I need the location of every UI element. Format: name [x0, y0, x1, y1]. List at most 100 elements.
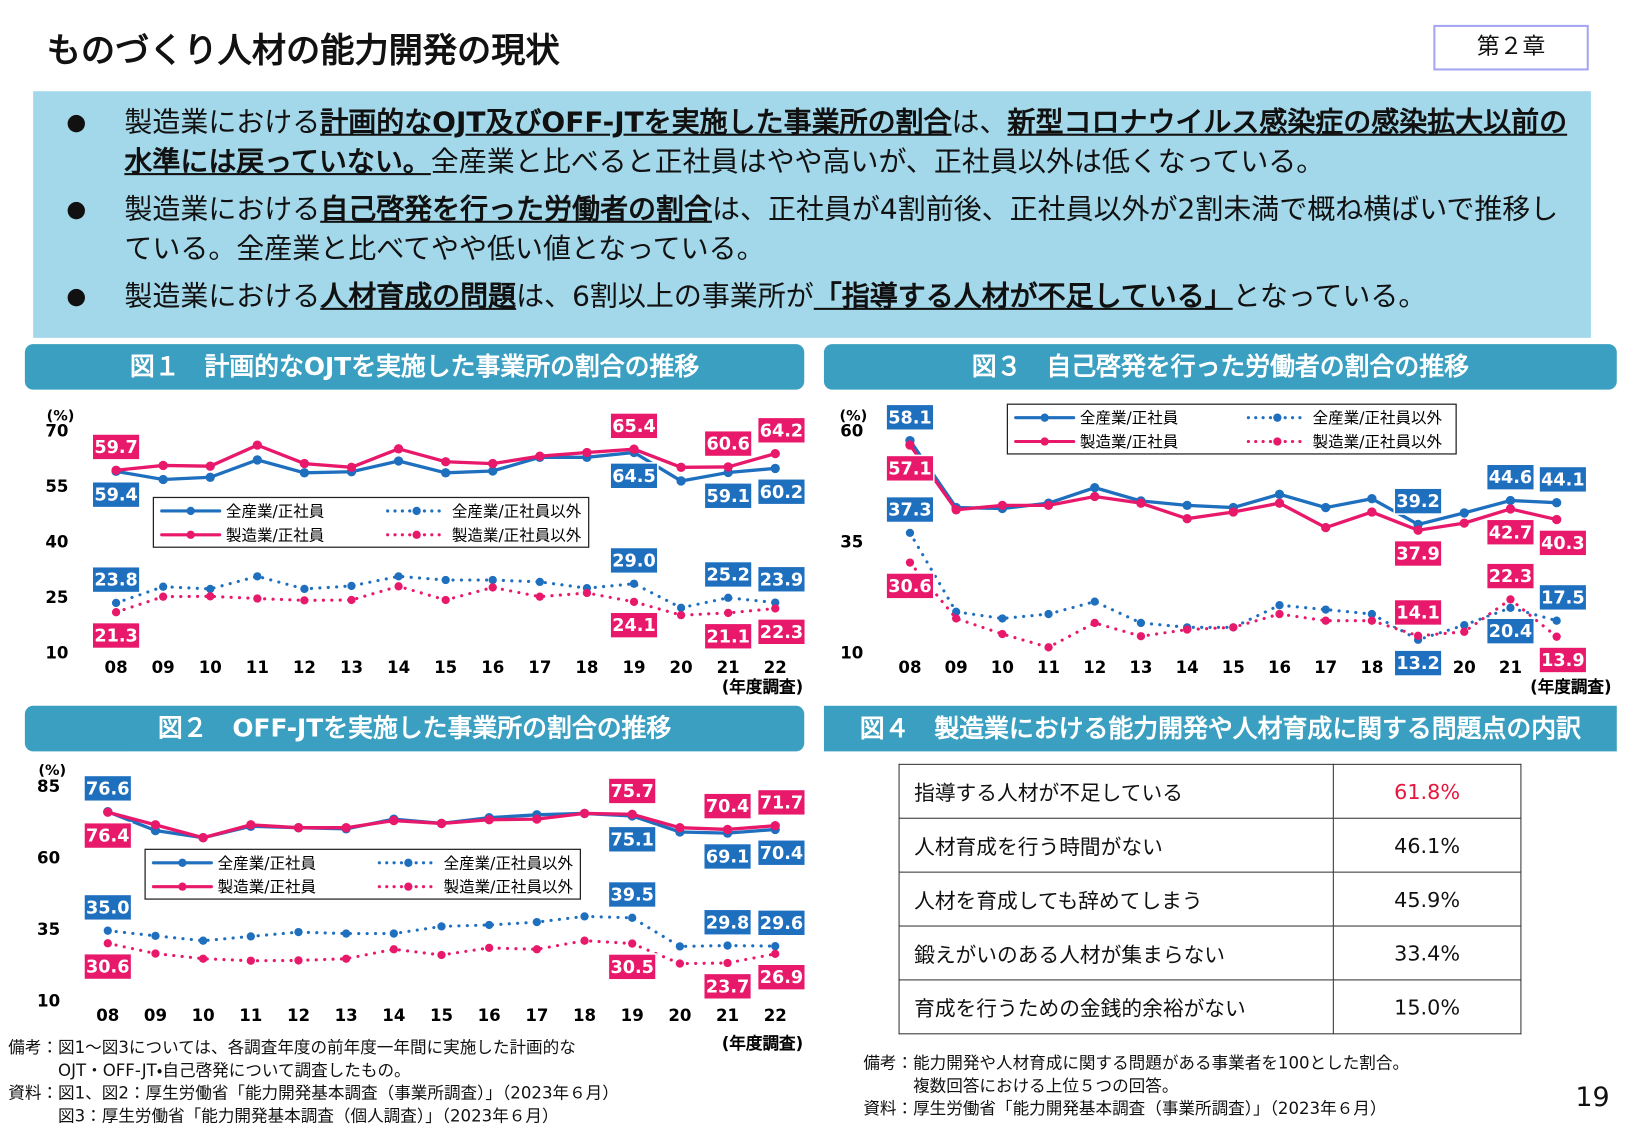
data-point: [1321, 502, 1331, 513]
legend-marker: [178, 858, 187, 867]
legend-label: 製造業/正社員以外: [452, 526, 582, 544]
bullet-item: 製造業における計画的なOJT及びOFF-JTを実施した事業所の割合は、新型コロナ…: [66, 104, 1580, 183]
note-line: 図1～図3については、各調査年度の前年度一年間に実施した計画的な: [58, 1037, 576, 1058]
data-point: [389, 929, 398, 938]
data-point: [294, 927, 303, 937]
data-point: [1505, 495, 1516, 506]
data-point: [441, 595, 450, 605]
legend-box: [1006, 403, 1457, 455]
data-point: [440, 457, 451, 467]
data-point: [723, 958, 732, 968]
row-value: 15.0%: [1332, 979, 1522, 1035]
label-box: [607, 777, 657, 805]
label-box: [83, 821, 133, 850]
label-box: [1538, 529, 1588, 557]
y-tick-label: 25: [45, 588, 68, 607]
data-point: [158, 474, 168, 485]
data-point: [440, 468, 451, 478]
data-point: [1275, 609, 1284, 619]
data-label: 35.0: [86, 898, 129, 918]
data-point: [1182, 514, 1192, 524]
data-point: [629, 579, 639, 588]
data-label: 17.5: [1541, 588, 1584, 608]
data-point: [1136, 632, 1146, 641]
bullet-text: 全産業と比べると正社員はやや高いが、正社員以外は低くなっている。: [430, 146, 1325, 179]
notes-right: 備考： 能力開発や人材育成に関する問題がある事業者を100とした割合。 複数回答にお…: [863, 1052, 1409, 1120]
bullet-text: 製造業における: [124, 280, 321, 313]
data-point: [1090, 597, 1099, 606]
legend-label: 製造業/正社員以外: [1313, 433, 1443, 451]
problem-table: 指導する人材が不足している 61.8% 人材育成を行う時間がない 46.1% 人材を育成…: [898, 763, 1522, 1035]
data-label: 21.1: [706, 627, 749, 647]
data-point: [676, 476, 686, 486]
data-label: 37.3: [888, 501, 931, 521]
x-tick-label: 12: [293, 658, 316, 677]
label-box: [885, 403, 935, 432]
chapter-box: 第２章: [1433, 24, 1589, 71]
legend-label: 製造業/正社員: [226, 526, 324, 544]
x-tick-label: 08: [105, 658, 128, 677]
label-box: [1538, 583, 1588, 612]
data-label: 44.1: [1541, 470, 1584, 490]
data-point: [771, 949, 780, 959]
data-point: [1136, 498, 1146, 508]
data-point: [722, 824, 733, 835]
data-point: [535, 451, 545, 461]
data-point: [198, 954, 208, 963]
legend-marker: [1273, 437, 1282, 446]
data-point: [111, 465, 121, 475]
data-point: [770, 448, 780, 459]
legend-label: 全産業/正社員以外: [444, 854, 574, 872]
legend-marker: [186, 530, 195, 539]
x-tick-label: 18: [573, 1006, 596, 1025]
x-tick-label: 15: [430, 1006, 453, 1025]
data-point: [205, 472, 215, 482]
table-title: 図４ 製造業における能力開発や人材育成に関する問題点の内訳: [823, 705, 1617, 752]
data-point: [300, 584, 309, 594]
data-point: [294, 956, 303, 965]
legend-marker: [412, 506, 421, 516]
emphasis-text: 人材育成の問題: [320, 280, 517, 313]
x-tick-label: 16: [481, 658, 504, 677]
x-tick-label: 15: [1222, 658, 1245, 677]
x-tick-label: 12: [1083, 658, 1106, 677]
x-axis-label: (年度調査): [1530, 677, 1611, 697]
x-tick-label: 20: [670, 658, 693, 677]
x-tick-label: 13: [335, 1006, 358, 1025]
label-box: [756, 839, 807, 867]
label-box: [702, 792, 753, 820]
chart-banner: [823, 344, 1617, 390]
legend-label: 全産業/正社員: [218, 854, 316, 872]
note: 備考： 図1～図3については、各調査年度の前年度一年間に実施した計画的な OJT・O…: [8, 1036, 619, 1082]
data-point: [111, 598, 121, 608]
data-point: [341, 823, 351, 833]
note: 備考： 能力開発や人材育成に関する問題がある事業者を100とした割合。 複数回答にお…: [863, 1052, 1409, 1098]
x-tick-label: 11: [1037, 658, 1060, 677]
data-point: [629, 444, 639, 454]
bullet-text: は、6割以上の事業所が: [516, 280, 814, 313]
data-point: [675, 942, 685, 951]
data-point: [159, 582, 168, 591]
table-row: 鍛えがいのある人材が集まらない 33.4%: [898, 925, 1522, 981]
note: 資料： 厚生労働省「能力開発基本調査（事業所調査）」（2023年６月）: [863, 1098, 1409, 1121]
data-label: 71.7: [760, 793, 803, 813]
data-point: [246, 820, 256, 830]
y-axis-label: (%): [38, 763, 66, 779]
y-axis-label: (%): [47, 409, 75, 425]
chart-title: 図２ OFF-JTを実施した事業所の割合の推移: [158, 714, 672, 743]
data-label: 23.9: [760, 570, 803, 590]
x-tick-label: 11: [239, 1006, 262, 1025]
x-tick-label: 09: [945, 658, 968, 677]
label-box: [609, 412, 659, 440]
y-tick-label: 85: [37, 777, 60, 796]
label-box: [609, 462, 659, 490]
data-point: [246, 956, 255, 965]
data-point: [389, 815, 399, 826]
legend-marker: [178, 882, 187, 891]
data-point: [1229, 623, 1238, 632]
data-point: [905, 440, 915, 450]
data-point: [111, 608, 121, 617]
note-label: 備考：: [863, 1052, 914, 1073]
series-line: [106, 914, 777, 948]
